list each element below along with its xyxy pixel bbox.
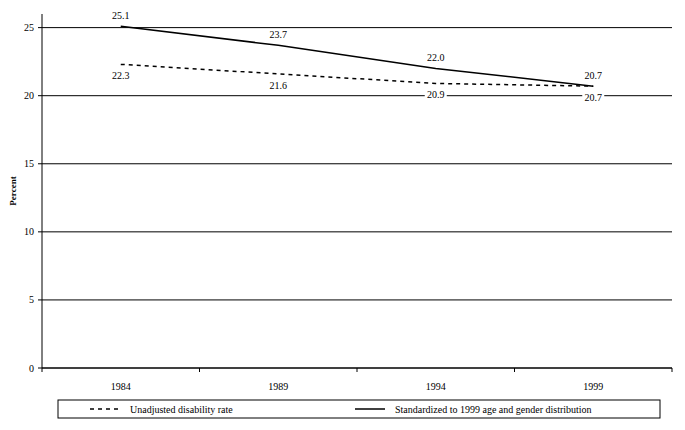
y-axis-label: Percent [8,176,18,205]
x-tick [514,368,515,372]
data-label: 25.1 [112,10,130,21]
data-label: 22.3 [112,70,130,81]
data-label: 21.6 [270,80,288,91]
y-tick [38,299,42,300]
grid-line [42,231,672,232]
legend-swatch [355,408,385,410]
legend: Unadjusted disability rate Standardized t… [58,400,660,418]
legend-label: Unadjusted disability rate [130,404,233,415]
label-bg [425,52,447,63]
data-label: 22.0 [427,52,445,63]
grid-line [42,299,672,300]
y-tick [38,163,42,164]
y-tick-label: 0 [29,363,34,374]
x-tick [42,368,43,372]
y-tick-label: 25 [24,22,34,33]
label-bg [267,80,289,91]
data-label: 20.7 [585,70,603,81]
chart-root: 0 5 10 15 20 25 1984 1989 1994 1999 Percent 22.3 21.… [0,0,685,430]
data-labels: 22.3 21.6 20.9 20.7 25.1 23.7 22.0 20.7 [110,10,605,103]
data-label: 20.7 [585,92,603,103]
plot-area [121,26,594,86]
y-tick-label: 10 [24,226,34,237]
y-tick-label: 20 [24,90,34,101]
label-bg [425,89,447,100]
x-tick [672,368,673,372]
label-bg [582,92,604,103]
x-tick [357,368,358,372]
series-line [121,64,594,86]
y-tick-label: 15 [24,158,34,169]
x-tick [199,368,200,372]
data-label: 23.7 [270,29,288,40]
grid-line [42,163,672,164]
label-bg [582,70,604,81]
y-tick [38,95,42,96]
legend-swatch [90,408,120,410]
legend-box [58,400,660,418]
label-bg [110,70,132,81]
x-tick-label: 1984 [111,381,131,392]
y-tick [38,231,42,232]
y-tick-label: 5 [29,294,34,305]
series-line [121,26,594,86]
label-bg [267,29,289,40]
y-tick [38,368,42,369]
grid-line [42,95,672,96]
x-tick-label: 1994 [426,381,446,392]
label-bg [110,10,132,21]
y-tick [38,27,42,28]
y-axis [42,14,43,368]
x-tick-label: 1999 [583,381,603,392]
chart-svg: 0 5 10 15 20 25 1984 1989 1994 1999 Percent 22.3 21.… [0,0,685,430]
x-tick-label: 1989 [268,381,288,392]
legend-label: Standardized to 1999 age and gender dist… [395,404,592,415]
data-label: 20.9 [427,89,445,100]
